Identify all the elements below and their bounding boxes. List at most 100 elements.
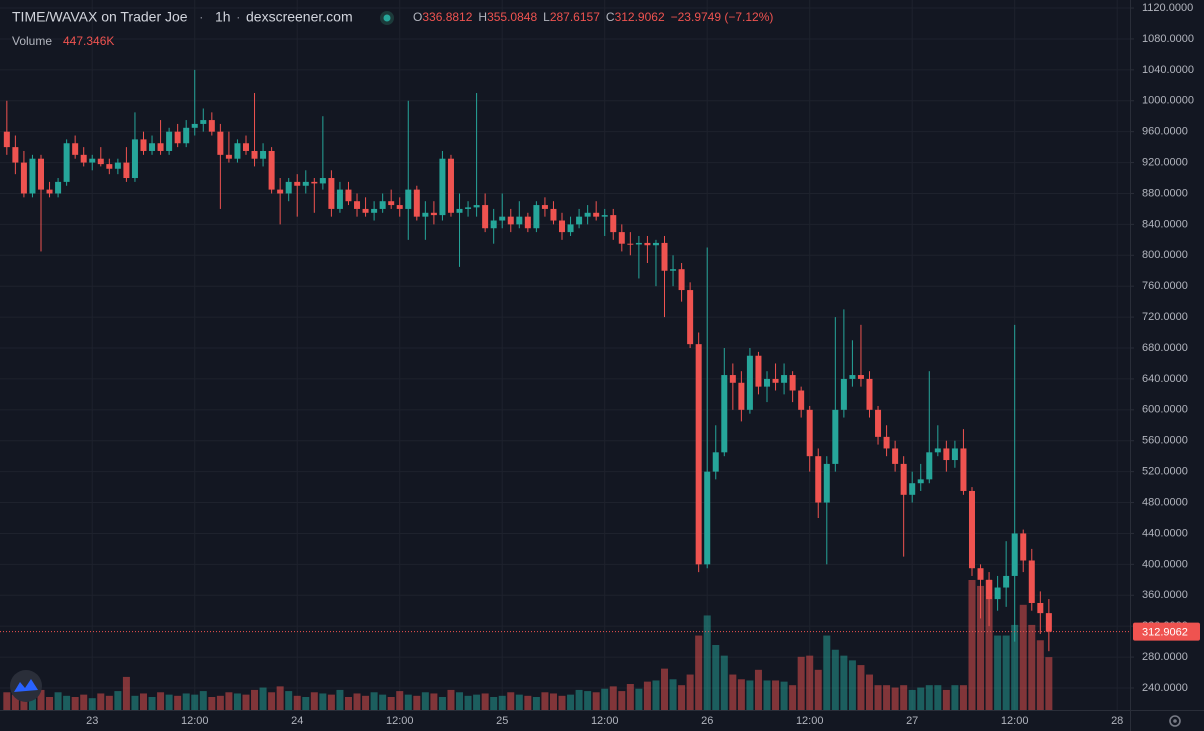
- volume-bar: [831, 649, 839, 710]
- volume-bar: [840, 655, 848, 710]
- volume-bar: [174, 695, 182, 710]
- settings-icon-center[interactable]: [1173, 719, 1177, 723]
- candle-body: [951, 448, 958, 461]
- candle-body: [106, 164, 113, 169]
- volume-bar: [216, 695, 224, 710]
- logo-circle[interactable]: [10, 670, 42, 702]
- x-tick-label: 12:00: [796, 715, 824, 727]
- y-tick-label: 400.0000: [1142, 558, 1188, 570]
- volume-bar: [362, 695, 370, 710]
- candle-body: [618, 232, 625, 244]
- settings-icon[interactable]: [1169, 715, 1181, 727]
- volume-bar: [695, 635, 703, 710]
- volume-bar: [959, 685, 967, 710]
- ohlc-value: 287.6157: [550, 10, 600, 24]
- candle-body: [815, 456, 822, 503]
- volume-bar: [848, 660, 856, 710]
- candle-body: [968, 490, 975, 569]
- candle-body: [89, 158, 96, 163]
- candle-body: [294, 181, 301, 186]
- candle-body: [405, 189, 412, 209]
- candle-body: [20, 162, 27, 194]
- x-tick-label: 12:00: [591, 715, 619, 727]
- candle-body: [576, 216, 583, 225]
- candle-body: [242, 143, 249, 151]
- volume-bar: [737, 679, 745, 710]
- volume-bar: [11, 694, 19, 710]
- y-tick-label: 600.0000: [1142, 404, 1188, 416]
- volume-bar: [1011, 624, 1019, 710]
- volume-bar: [293, 695, 301, 710]
- candle-body: [225, 154, 232, 159]
- volume-bar: [515, 694, 523, 710]
- y-tick-label: 480.0000: [1142, 496, 1188, 508]
- interval: 1h: [215, 9, 231, 25]
- x-tick-label: 24: [291, 715, 303, 727]
- ohlc-key: O: [413, 10, 422, 24]
- volume-bar: [942, 689, 950, 710]
- y-tick-label: 920.0000: [1142, 156, 1188, 168]
- volume-title: Volume: [12, 34, 52, 48]
- candle-body: [823, 463, 830, 503]
- volume-bar: [387, 697, 395, 710]
- volume-bar: [421, 692, 429, 710]
- y-tick-label: 880.0000: [1142, 187, 1188, 199]
- volume-bar: [934, 685, 942, 710]
- candle-body: [875, 409, 882, 437]
- volume-bar: [473, 694, 481, 710]
- volume-bar: [669, 679, 677, 710]
- y-tick-label: 760.0000: [1142, 280, 1188, 292]
- x-tick-label: 23: [86, 715, 98, 727]
- volume-bar: [789, 685, 797, 710]
- candle-body: [499, 216, 506, 221]
- volume-bar: [199, 691, 207, 710]
- candle-body: [328, 178, 335, 209]
- volume-bar: [88, 698, 96, 710]
- y-tick-label: 1080.0000: [1142, 33, 1194, 45]
- separator: ·: [199, 9, 204, 25]
- candle-body: [943, 448, 950, 461]
- candle-layer: [3, 69, 1052, 652]
- volume-value: 447.346K: [63, 34, 114, 48]
- candle-body: [986, 579, 993, 600]
- candle-body: [670, 269, 677, 271]
- candle-body: [729, 375, 736, 383]
- volume-bar: [652, 680, 660, 710]
- candle-body: [439, 158, 446, 216]
- candle-body: [268, 150, 275, 190]
- candle-body: [550, 208, 557, 221]
- volume-bar: [618, 691, 626, 710]
- candle-body: [482, 205, 489, 229]
- volume-bar: [370, 692, 378, 710]
- candle-body: [140, 139, 147, 151]
- volume-bar: [720, 655, 728, 710]
- candle-body: [55, 181, 62, 194]
- candle-body: [695, 344, 702, 565]
- candle-body: [379, 201, 386, 209]
- volume-bar: [823, 635, 831, 710]
- ohlc-value: 336.8812: [422, 10, 472, 24]
- settings-button[interactable]: [1169, 715, 1181, 727]
- volume-bar: [490, 697, 498, 710]
- candle-body: [114, 162, 121, 169]
- candle-body: [507, 216, 514, 225]
- volume-bar: [379, 694, 387, 710]
- logo-mark[interactable]: [14, 679, 38, 692]
- x-tick-label: 12:00: [1001, 715, 1029, 727]
- candle-body: [704, 471, 711, 565]
- candle-body: [302, 181, 309, 186]
- y-tick-label: 640.0000: [1142, 373, 1188, 385]
- volume-bar: [754, 669, 762, 710]
- y-tick-label: 520.0000: [1142, 466, 1188, 478]
- candle-body: [200, 120, 207, 124]
- logo[interactable]: [10, 670, 42, 702]
- volume-bar: [968, 580, 976, 710]
- volume-bar: [686, 674, 694, 710]
- candle-body: [917, 479, 924, 484]
- y-tick-label: 960.0000: [1142, 126, 1188, 138]
- volume-bar: [80, 694, 88, 710]
- volume-bar: [481, 693, 489, 710]
- candle-body: [430, 212, 437, 216]
- candle-body: [277, 189, 284, 194]
- candle-body: [559, 220, 566, 233]
